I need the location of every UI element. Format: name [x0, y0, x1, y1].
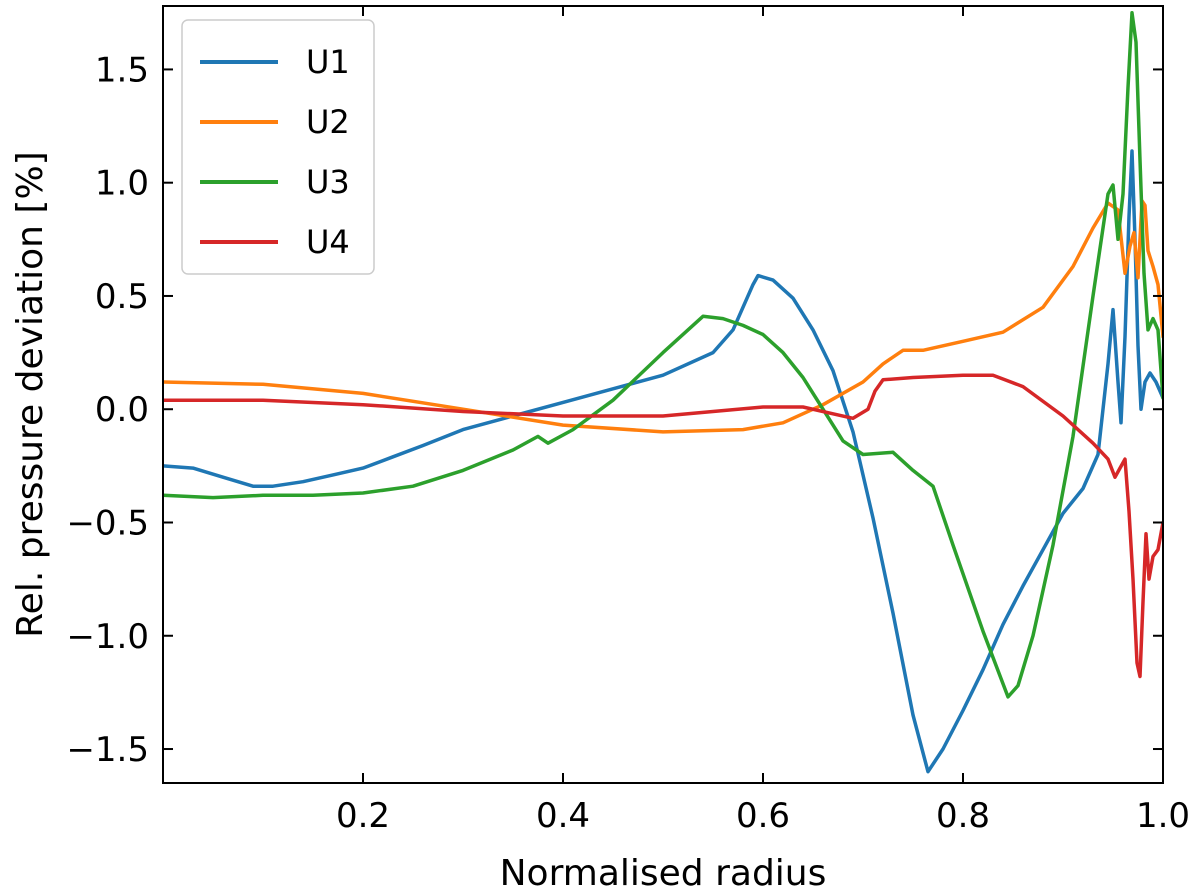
- y-tick-label: 0.5: [95, 277, 149, 317]
- legend-label-u4: U4: [306, 223, 350, 261]
- legend-label-u3: U3: [306, 163, 350, 201]
- y-axis-label: Rel. pressure deviation [%]: [10, 151, 51, 637]
- x-tick-label: 1.0: [1136, 796, 1190, 836]
- y-tick-label: 1.0: [95, 164, 149, 204]
- axis-ticks: 0.2 0.4 0.6 0.8 1.0 −1.5 −1.0 −0.5 0.0 0.5 1.0 1.5: [66, 6, 1190, 836]
- x-axis-label: Normalised radius: [500, 853, 827, 893]
- y-tick-label: −1.0: [66, 617, 149, 657]
- y-tick-label: 1.5: [95, 50, 149, 90]
- y-tick-label: −0.5: [66, 503, 149, 543]
- legend-label-u1: U1: [306, 43, 350, 81]
- y-tick-label: −1.5: [66, 730, 149, 770]
- x-tick-label: 0.6: [736, 796, 790, 836]
- plot-frame: [162, 5, 1164, 784]
- legend-label-u2: U2: [306, 103, 350, 141]
- legend-frame: [181, 19, 375, 275]
- series-line-u3: [163, 11, 1163, 699]
- x-tick-label: 0.2: [336, 796, 390, 836]
- y-tick-label: 0.0: [95, 390, 149, 430]
- legend: U1 U2 U3 U4: [181, 19, 375, 275]
- series-line-u4: [163, 373, 1163, 679]
- x-tick-label: 0.4: [536, 796, 590, 836]
- x-tick-label: 0.8: [936, 796, 990, 836]
